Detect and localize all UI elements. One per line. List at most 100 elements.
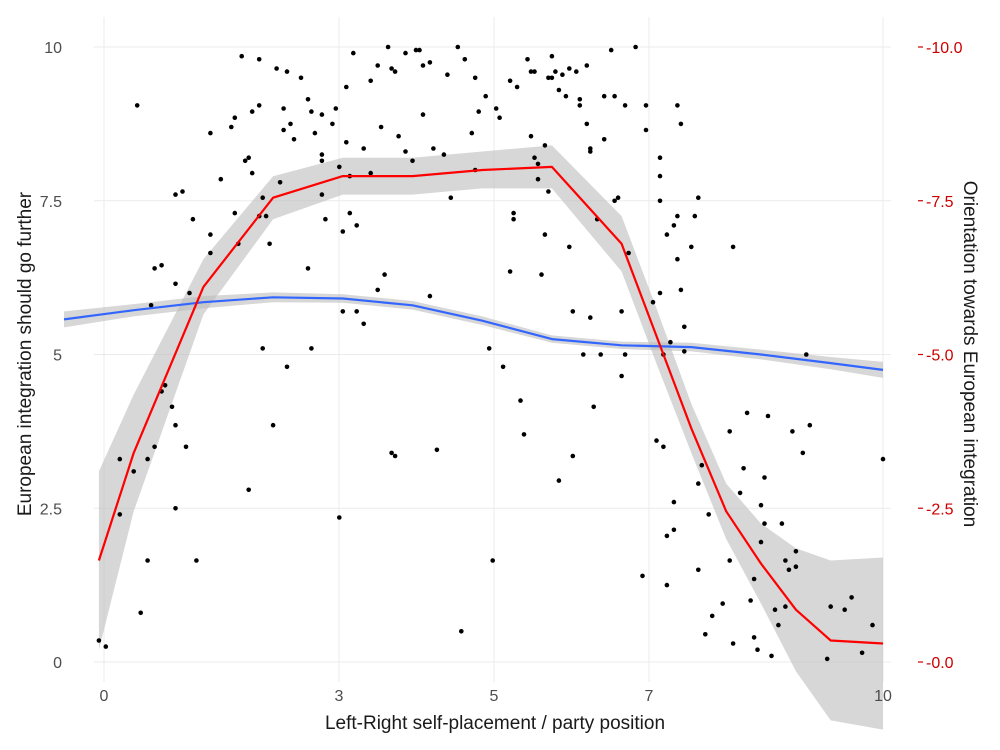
data-point — [194, 558, 199, 563]
data-point — [361, 321, 367, 327]
data-point — [389, 66, 394, 71]
data-point — [657, 290, 663, 296]
data-point — [483, 93, 489, 99]
data-point — [459, 629, 464, 634]
data-point — [183, 444, 189, 450]
data-point — [344, 140, 349, 145]
data-point — [403, 149, 408, 154]
data-point — [727, 558, 732, 563]
data-point — [152, 266, 157, 271]
data-point — [288, 121, 293, 127]
data-point — [779, 521, 785, 526]
data-point — [570, 453, 576, 459]
data-point — [786, 567, 792, 573]
data-point — [675, 256, 680, 262]
data-point — [249, 109, 255, 114]
data-point — [664, 582, 670, 588]
data-point — [842, 607, 847, 612]
data-point — [643, 127, 649, 133]
data-point — [657, 198, 663, 204]
data-point — [246, 487, 251, 493]
data-point — [309, 109, 314, 114]
data-point — [448, 195, 454, 200]
data-point — [389, 450, 394, 456]
data-point — [859, 650, 865, 656]
confidence-band-1 — [98, 145, 883, 730]
data-point — [793, 549, 799, 554]
data-point — [563, 93, 569, 99]
data-point — [420, 112, 426, 117]
data-point — [514, 84, 520, 90]
data-point — [622, 352, 628, 357]
data-point — [169, 404, 175, 410]
data-point — [396, 133, 401, 139]
y-tick-label: 5 — [53, 348, 62, 365]
data-point — [549, 75, 555, 81]
data-point — [337, 515, 342, 520]
data-point — [574, 69, 579, 74]
data-point — [807, 422, 813, 428]
data-point — [187, 290, 192, 296]
data-point — [699, 462, 705, 468]
data-point — [117, 512, 123, 517]
data-point — [239, 53, 244, 59]
data-point — [340, 229, 346, 234]
data-point — [751, 635, 757, 640]
data-point — [744, 410, 750, 416]
data-point — [622, 103, 628, 108]
data-point — [190, 216, 196, 222]
data-point — [643, 103, 649, 108]
data-point — [601, 137, 607, 142]
data-point — [218, 176, 224, 182]
data-point — [208, 250, 213, 256]
x-tick-label: 3 — [335, 688, 344, 705]
data-point — [305, 266, 311, 271]
data-point — [246, 155, 251, 160]
data-point — [570, 309, 576, 314]
y-tick-label: 7.5 — [40, 194, 62, 211]
data-point — [208, 130, 213, 136]
data-point — [351, 50, 356, 56]
data-point — [469, 130, 475, 136]
data-point — [730, 641, 736, 646]
data-point — [507, 269, 513, 274]
data-point — [824, 656, 830, 662]
x-axis: 0 3 5 7 10 — [100, 688, 892, 705]
data-point — [256, 57, 262, 62]
data-point — [790, 429, 795, 434]
data-point — [134, 103, 140, 108]
data-point — [727, 429, 732, 434]
data-point — [298, 75, 304, 81]
data-point — [668, 339, 673, 345]
data-point — [598, 352, 603, 357]
data-point — [751, 576, 757, 582]
data-point — [737, 490, 743, 496]
data-point — [633, 44, 638, 50]
data-point — [375, 63, 381, 68]
data-point — [256, 103, 262, 108]
data-point — [323, 216, 328, 222]
y2-tick-label: -7.5 — [926, 194, 954, 211]
data-point — [263, 213, 269, 219]
data-point — [755, 647, 760, 652]
data-point — [720, 601, 725, 606]
data-point — [783, 604, 788, 609]
data-point — [361, 146, 367, 151]
data-point — [793, 564, 799, 569]
data-point — [472, 75, 478, 81]
y-axis-left: 0 2.5 5 7.5 10 — [40, 40, 62, 672]
data-point — [762, 475, 767, 480]
data-point — [567, 66, 572, 71]
data-point — [542, 232, 548, 237]
x-tick-label: 0 — [100, 688, 109, 705]
data-point — [337, 164, 342, 170]
data-point — [173, 506, 178, 511]
data-point — [588, 149, 593, 154]
data-point — [511, 210, 516, 216]
data-point — [382, 272, 387, 277]
data-point — [270, 422, 276, 428]
data-point — [682, 349, 687, 354]
data-point — [434, 447, 440, 453]
data-point — [678, 121, 684, 127]
